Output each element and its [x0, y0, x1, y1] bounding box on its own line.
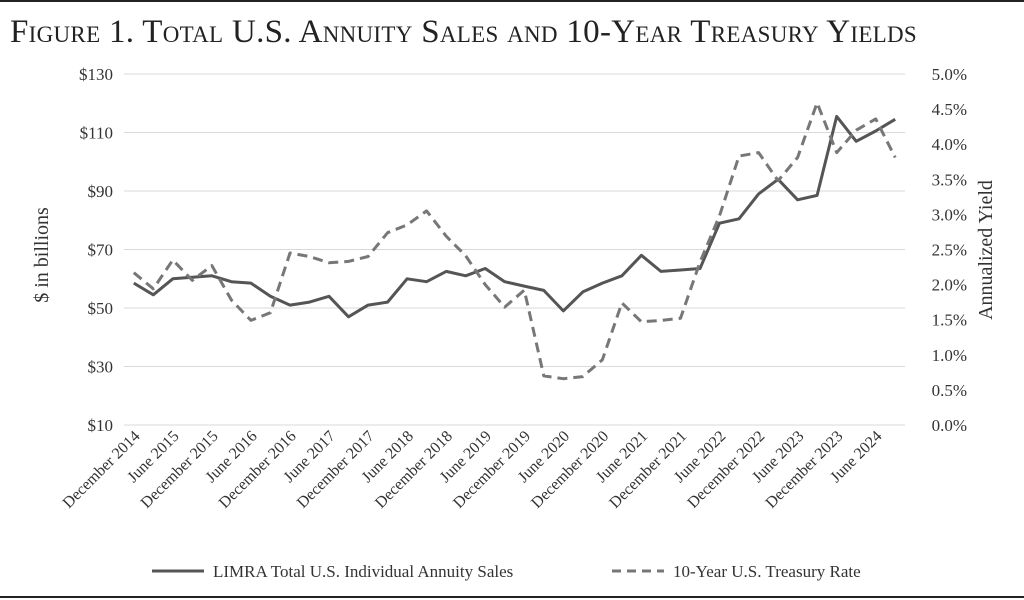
left-tick-label: $130 — [79, 65, 113, 84]
right-tick-label: 4.0% — [932, 135, 967, 154]
right-tick-label: 4.5% — [932, 100, 967, 119]
left-tick-label: $70 — [88, 241, 114, 260]
left-tick-label: $30 — [88, 358, 114, 377]
series-line-treasury-rate — [132, 101, 897, 381]
left-axis-ticks: $10 $30 $50 $70 $90 $110 $130 — [79, 65, 113, 435]
right-tick-label: 0.0% — [932, 416, 967, 435]
frame-top-rule — [0, 0, 1024, 2]
right-tick-label: 3.5% — [932, 170, 967, 189]
chart-title: Figure 1. Total U.S. Annuity Sales and 1… — [10, 14, 918, 50]
right-tick-label: 2.5% — [932, 241, 967, 260]
left-tick-label: $50 — [88, 299, 114, 318]
legend-label-treasury: 10-Year U.S. Treasury Rate — [673, 562, 861, 581]
right-tick-label: 1.5% — [932, 311, 967, 330]
right-axis-ticks: 0.0% 0.5% 1.0% 1.5% 2.0% 2.5% 3.0% 3.5% 4.0% 4.5%… — [932, 65, 967, 435]
right-tick-label: 0.5% — [932, 381, 967, 400]
right-tick-label: 1.0% — [932, 346, 967, 365]
right-tick-label: 2.0% — [932, 276, 967, 295]
left-axis-label: $ in billions — [31, 207, 53, 303]
left-tick-label: $90 — [88, 182, 114, 201]
legend: LIMRA Total U.S. Individual Annuity Sale… — [152, 562, 861, 581]
left-tick-label: $110 — [80, 124, 113, 143]
left-tick-label: $10 — [88, 416, 114, 435]
series-lines — [132, 101, 897, 381]
right-tick-label: 3.0% — [932, 205, 967, 224]
right-tick-label: 5.0% — [932, 65, 967, 84]
frame-bottom-rule — [0, 596, 1024, 598]
legend-label-sales: LIMRA Total U.S. Individual Annuity Sale… — [213, 562, 513, 581]
series-line-annuity-sales — [133, 114, 896, 319]
right-axis-label: Annualized Yield — [975, 180, 997, 320]
gridlines — [124, 73, 905, 426]
